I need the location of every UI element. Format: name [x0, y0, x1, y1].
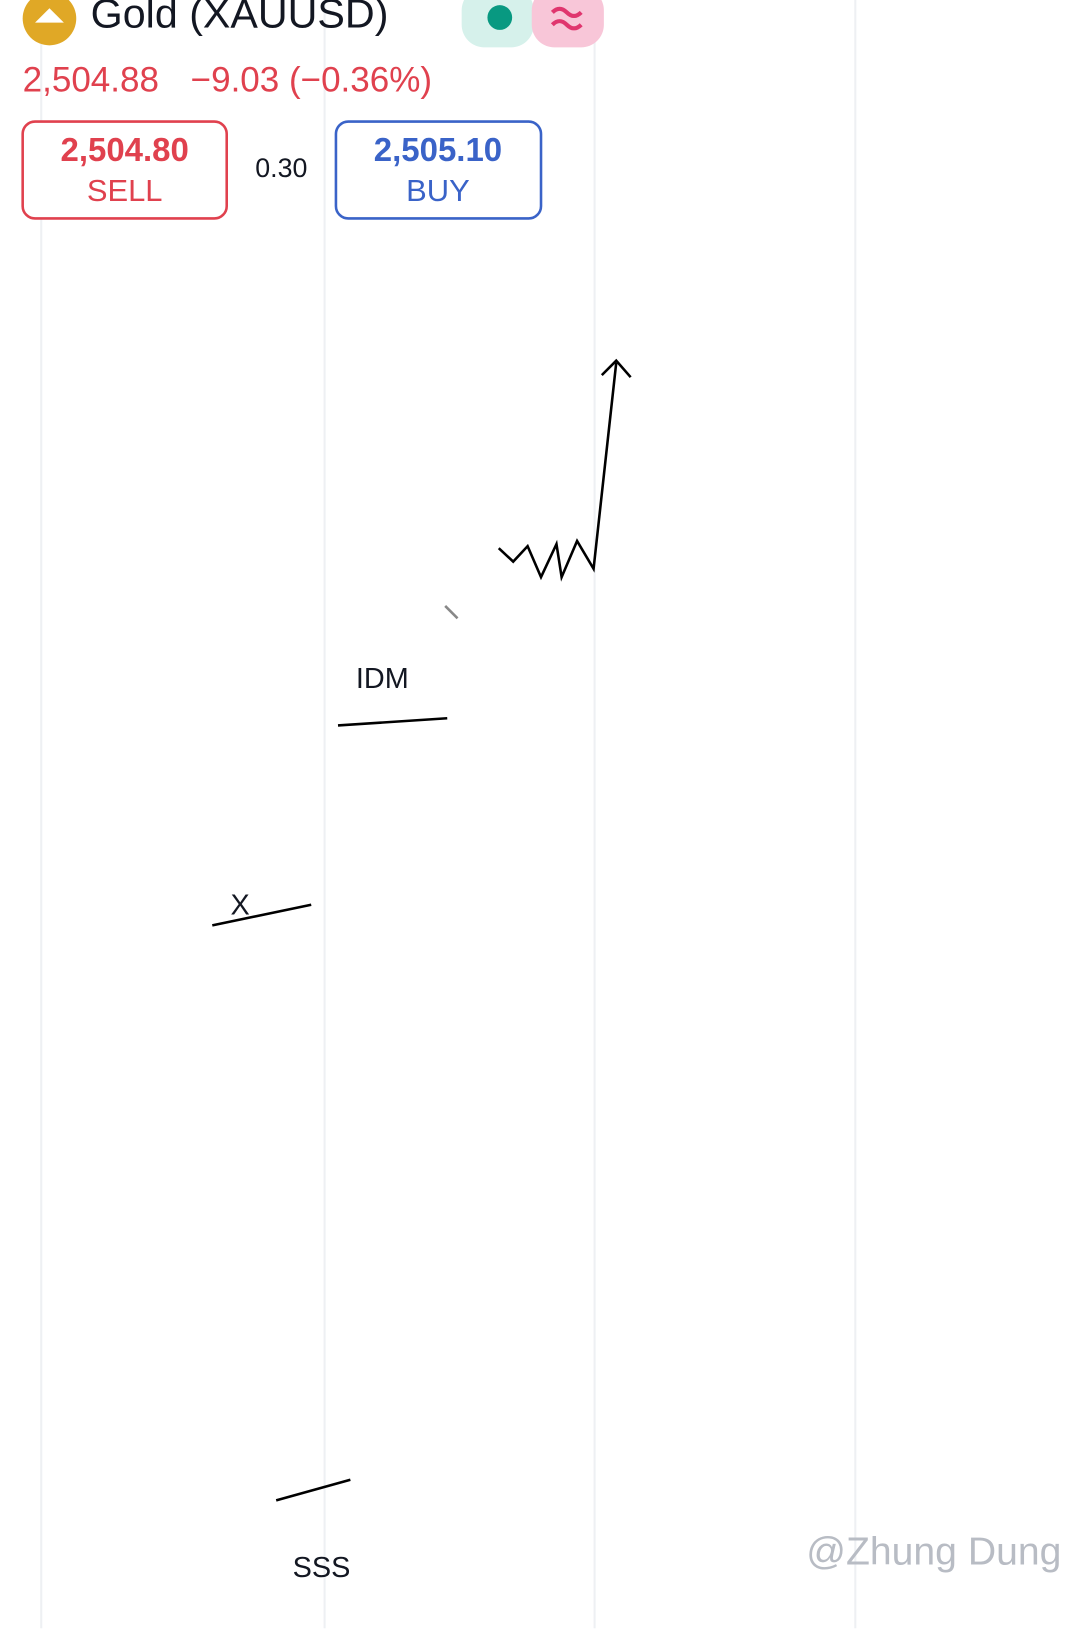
- sss-line: [275, 1478, 351, 1502]
- annotation: IDM: [356, 663, 409, 695]
- market-open-dot: [487, 5, 513, 30]
- annotation: SSS: [293, 1552, 351, 1584]
- symbol: Gold (XAUUSD): [91, 0, 389, 36]
- delay-icon: [550, 6, 583, 31]
- sell-price: 2,504.80: [61, 131, 189, 168]
- symbol-icon-glyph: [35, 8, 64, 23]
- buy-button[interactable]: [334, 120, 543, 220]
- buy-price: 2,505.10: [374, 131, 502, 168]
- annotation: X: [230, 889, 249, 921]
- price-change: −9.03 (−0.36%): [191, 61, 432, 100]
- chart-root: IDM X SSS @Zhung Dung Gold (XAUUSD) 2,50…: [21, 0, 1061, 1629]
- arrow-head: [600, 358, 632, 379]
- tick-mark-drawing: [444, 605, 459, 620]
- vertical-grid: [40, 0, 857, 1629]
- buy-label: BUY: [406, 173, 470, 208]
- drawings: [212, 358, 632, 1502]
- idm-line: [337, 716, 448, 727]
- path-arrow: [497, 362, 618, 582]
- sell-label: SELL: [87, 173, 163, 208]
- spread: 0.30: [255, 153, 307, 183]
- header: Gold (XAUUSD) 2,504.88 −9.03 (−0.36%) 2,…: [21, 0, 604, 220]
- last-price: 2,504.88: [23, 61, 159, 100]
- x-line: [212, 903, 312, 927]
- watermark: @Zhung Dung: [806, 1530, 1061, 1573]
- sell-button[interactable]: [21, 120, 228, 220]
